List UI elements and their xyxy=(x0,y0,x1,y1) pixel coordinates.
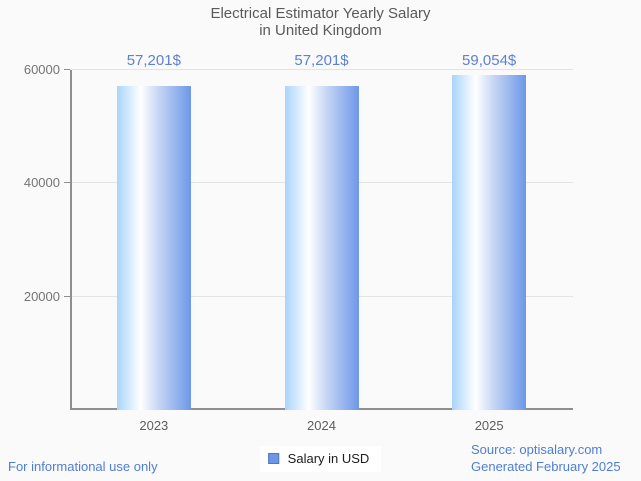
y-tick-mark xyxy=(64,295,70,297)
chart-title-line2: in United Kingdom xyxy=(259,22,382,39)
bar-value-label: 59,054$ xyxy=(462,52,517,69)
y-tick-label: 60000 xyxy=(23,62,60,77)
legend-label: Salary in USD xyxy=(287,451,370,466)
chart-title-line1: Electrical Estimator Yearly Salary xyxy=(210,5,431,22)
x-tick-label: 2024 xyxy=(307,418,336,433)
footer-disclaimer: For informational use only xyxy=(8,459,158,474)
bar-2024[interactable] xyxy=(284,85,359,410)
bar-value-label: 57,201$ xyxy=(294,52,349,69)
bar-2025[interactable] xyxy=(452,75,527,410)
x-tick-label: 2023 xyxy=(139,418,169,433)
y-tick-mark xyxy=(64,69,70,70)
y-tick-label: 20000 xyxy=(23,288,60,304)
x-tick-label: 2025 xyxy=(474,418,504,433)
y-tick-label: 40000 xyxy=(23,175,60,191)
gridline xyxy=(70,69,573,70)
footer-source-block: Source: optisalary.com Generated Februar… xyxy=(471,441,621,475)
bar-2023[interactable] xyxy=(116,85,191,410)
bar-value-label: 57,201$ xyxy=(126,52,181,69)
y-tick-mark xyxy=(64,182,70,184)
footer-source-link[interactable]: Source: optisalary.com xyxy=(471,442,603,457)
legend-marker-icon xyxy=(267,453,279,464)
chart-title: Electrical Estimator Yearly Salary in Un… xyxy=(0,5,641,39)
legend: Salary in USD xyxy=(259,446,382,472)
footer-generated: Generated February 2025 xyxy=(471,459,621,474)
